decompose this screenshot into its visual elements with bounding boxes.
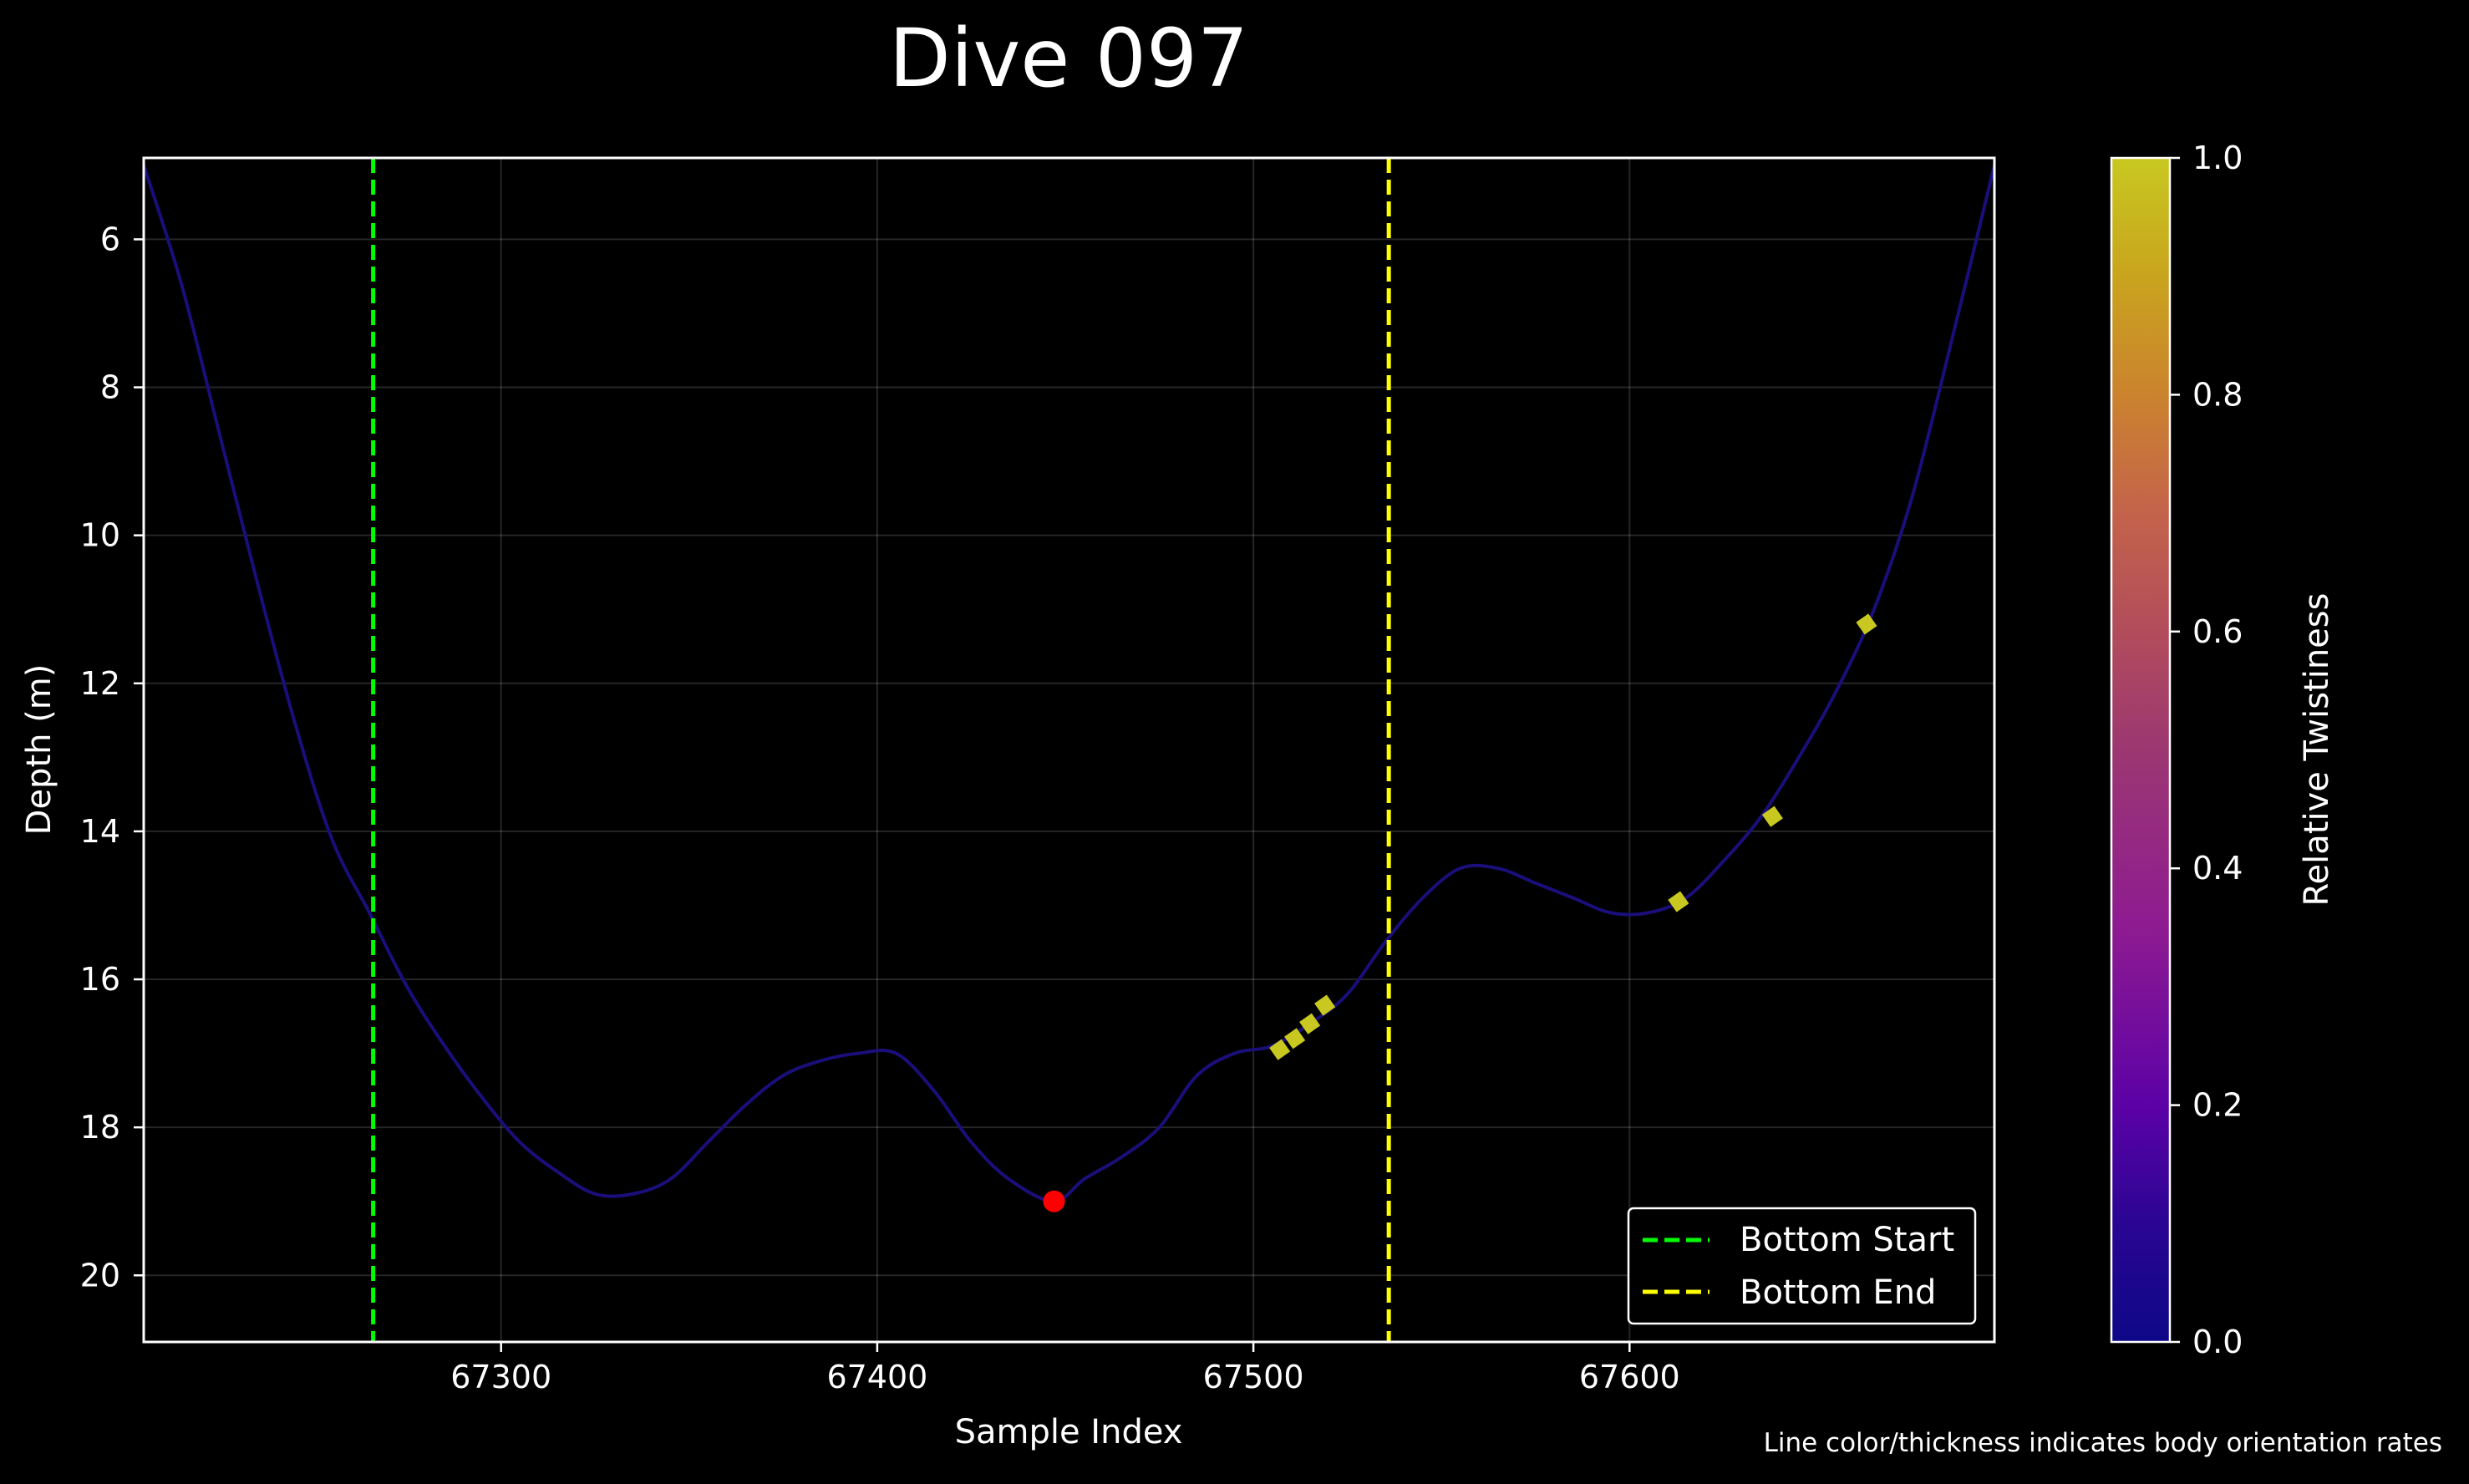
footnote: Line color/thickness indicates body orie…	[1764, 1428, 2442, 1458]
twist-highlight-mark	[1314, 994, 1336, 1016]
x-axis-label: Sample Index	[955, 1413, 1183, 1451]
legend-box	[1627, 1207, 1977, 1325]
y-axis-label: Depth (m)	[20, 664, 58, 836]
twist-highlight-mark	[1284, 1028, 1306, 1049]
y-tick-label: 14	[80, 813, 120, 850]
grid	[144, 158, 1994, 1342]
x-tick-label: 67300	[450, 1359, 551, 1395]
colorbar-gradient	[2111, 158, 2170, 1342]
colorbar-tick-label: 0.2	[2192, 1087, 2243, 1124]
deepest-point-marker	[1043, 1190, 1065, 1212]
twist-highlight-mark	[1269, 1039, 1291, 1060]
x-tick-label: 67400	[826, 1359, 927, 1395]
x-axis-ticks: 67300 67400 67500 67600	[450, 1342, 1680, 1395]
colorbar-frame	[2110, 156, 2172, 1344]
legend-label-bottom-start: Bottom Start	[1740, 1221, 1954, 1259]
legend: Bottom Start Bottom End	[1627, 1207, 1977, 1325]
y-tick-label: 18	[80, 1109, 120, 1146]
y-tick-label: 16	[80, 961, 120, 998]
colorbar-label: Relative Twistiness	[2298, 593, 2336, 907]
colorbar-tick-label: 0.4	[2192, 850, 2243, 887]
colorbar-tick-label: 0.0	[2192, 1324, 2243, 1360]
colorbar-tick-label: 1.0	[2192, 140, 2243, 176]
plot-frame	[142, 156, 1996, 1344]
colorbar-tick-label: 0.6	[2192, 613, 2243, 650]
y-tick-label: 12	[80, 665, 120, 702]
twist-highlight-mark	[1761, 806, 1783, 827]
y-tick-label: 20	[80, 1257, 120, 1293]
colorbar: 0.0 0.2 0.4 0.6 0.8 1.0 Relative Twistiness	[2110, 140, 2336, 1360]
twist-highlights	[1269, 613, 1877, 1060]
y-tick-label: 8	[100, 369, 120, 406]
twist-highlight-mark	[1668, 891, 1689, 912]
twist-highlight-mark	[1299, 1013, 1321, 1034]
y-axis-ticks: 6 8 10 12 14 16 18 20	[80, 221, 144, 1293]
twist-highlight-mark	[1856, 613, 1877, 635]
y-tick-label: 6	[100, 221, 120, 257]
legend-label-bottom-end: Bottom End	[1740, 1273, 1936, 1312]
x-tick-label: 67500	[1203, 1359, 1304, 1395]
deepest-point-layer	[1043, 1190, 1065, 1212]
colorbar-ticks: 0.0 0.2 0.4 0.6 0.8 1.0	[2170, 140, 2243, 1360]
y-tick-label: 10	[80, 517, 120, 554]
bottom-markers	[371, 158, 1391, 1342]
chart-title: Dive 097	[889, 12, 1248, 105]
colorbar-tick-label: 0.8	[2192, 376, 2243, 413]
x-tick-label: 67600	[1579, 1359, 1680, 1395]
